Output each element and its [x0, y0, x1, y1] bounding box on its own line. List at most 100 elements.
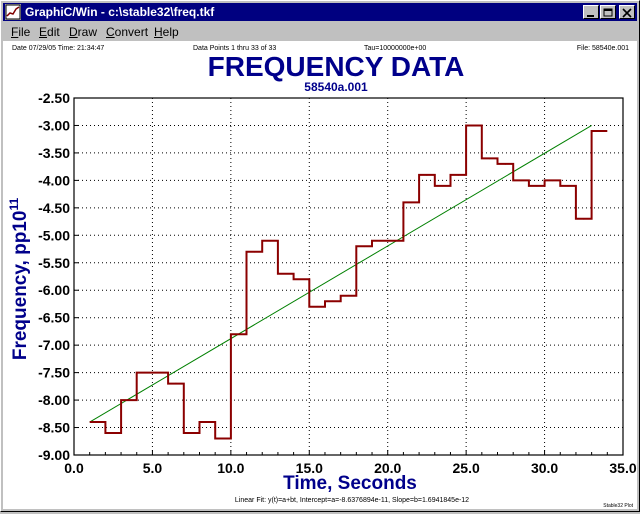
axis-ticks: 0.0 5.0 10.0 15.0 20.0 25.0 30.0 35.0 -2.50 -3.00…: [38, 90, 637, 476]
data-point: [347, 294, 350, 297]
data-point: [488, 157, 491, 160]
data-point: [112, 432, 115, 434]
y-tick-label: -3.50: [38, 145, 70, 161]
x-tick-label: 25.0: [453, 460, 480, 476]
data-point: [190, 432, 193, 434]
data-point: [426, 174, 428, 176]
data-point: [535, 185, 538, 187]
plot-frame: [73, 97, 624, 456]
menu-file-label: ile: [18, 25, 31, 39]
linear-fit-note: Linear Fit: y(t)=a+bt, Intercept=a=-8.63…: [235, 497, 469, 504]
y-tick-label: -4.50: [38, 200, 70, 216]
y-tick-label: -2.50: [38, 90, 70, 106]
y-tick-label: -8.50: [38, 420, 70, 436]
data-point: [206, 421, 209, 423]
data-point: [128, 399, 130, 401]
x-tick-label: 15.0: [296, 460, 323, 476]
menu-edit-accel: E: [39, 25, 48, 39]
data-point: [363, 245, 365, 248]
y-axis-label: Frequency, pp1011: [7, 198, 31, 361]
data-point: [473, 124, 475, 127]
chart-title: FREQUENCY DATA: [208, 51, 465, 82]
data-point: [300, 278, 303, 281]
menu-file-accel: F: [11, 25, 19, 39]
menu-convert[interactable]: Convert: [106, 25, 148, 39]
x-tick-label: 10.0: [217, 460, 244, 476]
x-tick-label: 35.0: [609, 460, 636, 476]
x-tick-label: 20.0: [374, 460, 401, 476]
y-tick-label: -5.50: [38, 255, 70, 271]
y-tick-label: -3.00: [38, 117, 70, 133]
header-points: Data Points 1 thru 33 of 33: [193, 45, 276, 52]
title-bar[interactable]: GraphiC/Win - c:\stable32\freq.tkf: [3, 3, 637, 21]
header-date: Date 07/29/05 Time: 21:34:47: [12, 45, 104, 52]
data-point: [379, 240, 381, 242]
menu-draw-label: raw: [77, 25, 98, 39]
data-point: [284, 272, 287, 275]
data-point: [582, 218, 585, 220]
data-point: [410, 201, 413, 204]
data-point: [567, 185, 569, 187]
close-icon: [622, 8, 632, 18]
linear-fit-line: [89, 125, 592, 423]
data-point: [504, 163, 507, 165]
frequency-chart: Date 07/29/05 Time: 21:34:47 Data Points…: [7, 45, 637, 509]
data-point: [237, 333, 240, 335]
y-tick-label: -9.00: [38, 447, 70, 463]
header-tau: Tau=10000000e+00: [364, 45, 426, 52]
data-point: [598, 130, 601, 132]
menu-help-accel: H: [154, 25, 163, 39]
menu-help[interactable]: Help: [154, 25, 179, 39]
close-button[interactable]: [619, 5, 635, 19]
y-tick-label: -7.00: [38, 337, 70, 353]
data-point: [175, 382, 177, 385]
frequency-series-line: [89, 124, 608, 440]
y-tick-label: -7.50: [38, 365, 70, 381]
menu-bar: File Edit Draw Convert Help: [3, 23, 637, 41]
maximize-icon: [603, 8, 613, 17]
x-tick-label: 0.0: [64, 460, 84, 476]
data-point: [316, 305, 318, 308]
minimize-icon: [587, 15, 594, 17]
y-tick-label: -6.00: [38, 282, 70, 298]
data-point: [551, 179, 554, 182]
menu-draw[interactable]: Draw: [69, 25, 97, 39]
menu-help-label: elp: [162, 25, 179, 39]
menu-file[interactable]: File: [11, 25, 30, 39]
plot-stamp: Stable32 Plot: [603, 503, 633, 509]
data-point: [159, 371, 162, 374]
data-point: [457, 174, 460, 176]
series-layer: [89, 124, 608, 440]
maximize-button[interactable]: [600, 5, 616, 19]
chart-subtitle: 58540a.001: [304, 80, 368, 94]
minimize-button[interactable]: [583, 5, 599, 19]
grid: [74, 98, 623, 455]
header-file: File: 58540e.001: [577, 45, 629, 52]
data-point: [269, 240, 271, 242]
data-point: [222, 437, 224, 440]
x-tick-label: 30.0: [531, 460, 558, 476]
menu-edit-label: dit: [47, 25, 60, 39]
menu-convert-accel: C: [106, 25, 115, 39]
data-point: [332, 300, 334, 303]
y-tick-label: -8.00: [38, 392, 70, 408]
menu-convert-label: onvert: [114, 25, 149, 39]
data-point: [520, 179, 522, 182]
data-point: [253, 250, 256, 253]
y-tick-label: -6.50: [38, 310, 70, 326]
x-axis-label: Time, Seconds: [283, 473, 417, 494]
y-tick-label: -5.00: [38, 227, 70, 243]
y-tick-label: -4.00: [38, 172, 70, 188]
data-point: [96, 421, 99, 423]
window-title: GraphiC/Win - c:\stable32\freq.tkf: [25, 5, 215, 19]
app-icon[interactable]: [5, 4, 21, 20]
menu-edit[interactable]: Edit: [39, 25, 60, 39]
y-axis-label-base: Frequency, pp10: [10, 211, 31, 361]
data-point: [143, 371, 146, 374]
data-point: [394, 240, 397, 242]
x-tick-label: 5.0: [143, 460, 163, 476]
menu-draw-accel: D: [69, 25, 78, 39]
plot-area: Date 07/29/05 Time: 21:34:47 Data Points…: [3, 41, 637, 509]
data-point: [441, 185, 444, 187]
